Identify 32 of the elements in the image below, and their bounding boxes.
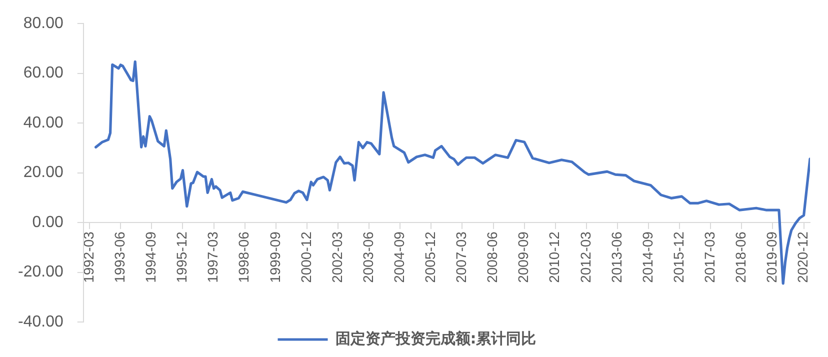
y-tick-label: 20.00 xyxy=(23,164,64,182)
x-tick-label: 2002-03 xyxy=(328,231,345,283)
x-tick-label: 2010-12 xyxy=(546,231,562,283)
y-tick-label: -40.00 xyxy=(18,313,64,330)
x-tick-label: 2005-12 xyxy=(422,231,438,283)
y-tick-label: 40.00 xyxy=(23,114,64,132)
x-tick-label: 2014-09 xyxy=(639,231,656,283)
x-tick-label: 1992-03 xyxy=(80,231,96,283)
x-tick-label: 2020-12 xyxy=(794,231,811,283)
x-tick-label: 1994-09 xyxy=(142,231,159,283)
x-tick-label: 1999-09 xyxy=(266,231,283,283)
x-tick-label: 2007-03 xyxy=(453,231,470,283)
x-tick-label: 2017-03 xyxy=(701,231,718,283)
x-tick-label: 2004-09 xyxy=(390,231,407,283)
x-tick-label: 1995-12 xyxy=(174,231,190,283)
y-tick-label: -20.00 xyxy=(18,264,64,281)
x-tick-label: 1998-06 xyxy=(236,231,252,283)
x-tick-label: 1997-03 xyxy=(204,231,221,283)
y-tick-label: 60.00 xyxy=(23,64,64,82)
y-tick-label: 80.00 xyxy=(23,15,64,32)
x-tick-label: 2015-12 xyxy=(670,231,686,283)
x-tick-label: 2019-09 xyxy=(764,231,780,283)
x-tick-label: 2008-06 xyxy=(484,231,500,283)
x-tick-label: 2012-03 xyxy=(577,231,594,283)
x-tick-label: 2009-09 xyxy=(515,231,532,283)
x-tick-label: 2003-06 xyxy=(360,231,376,283)
x-tick-label: 2013-06 xyxy=(608,231,624,283)
x-tick-label: 1993-06 xyxy=(111,231,128,283)
legend-label: 固定资产投资完成额:累计同比 xyxy=(335,329,536,348)
x-tick-label: 2000-12 xyxy=(298,231,314,283)
y-tick-label: 0.00 xyxy=(32,214,64,231)
x-tick-label: 2018-06 xyxy=(732,231,749,283)
